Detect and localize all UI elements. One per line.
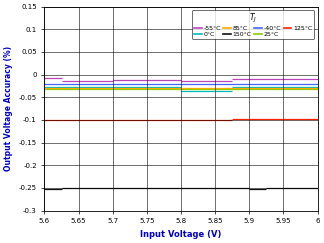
-55°C [60, 77, 64, 80]
125°C [60, 119, 64, 122]
Legend: -55°C, 0°C, 85°C, 150°C, -40°C, 25°C, 125°C: -55°C, 0°C, 85°C, 150°C, -40°C, 25°C, 12… [192, 10, 315, 39]
125°C [42, 119, 46, 122]
X-axis label: Input Voltage (V): Input Voltage (V) [140, 230, 222, 239]
-55°C [42, 77, 46, 80]
150°C [60, 187, 64, 190]
0°C [42, 86, 46, 89]
Y-axis label: Output Voltage Accuracy (%): Output Voltage Accuracy (%) [4, 46, 13, 171]
0°C [179, 86, 183, 89]
150°C [42, 187, 46, 190]
